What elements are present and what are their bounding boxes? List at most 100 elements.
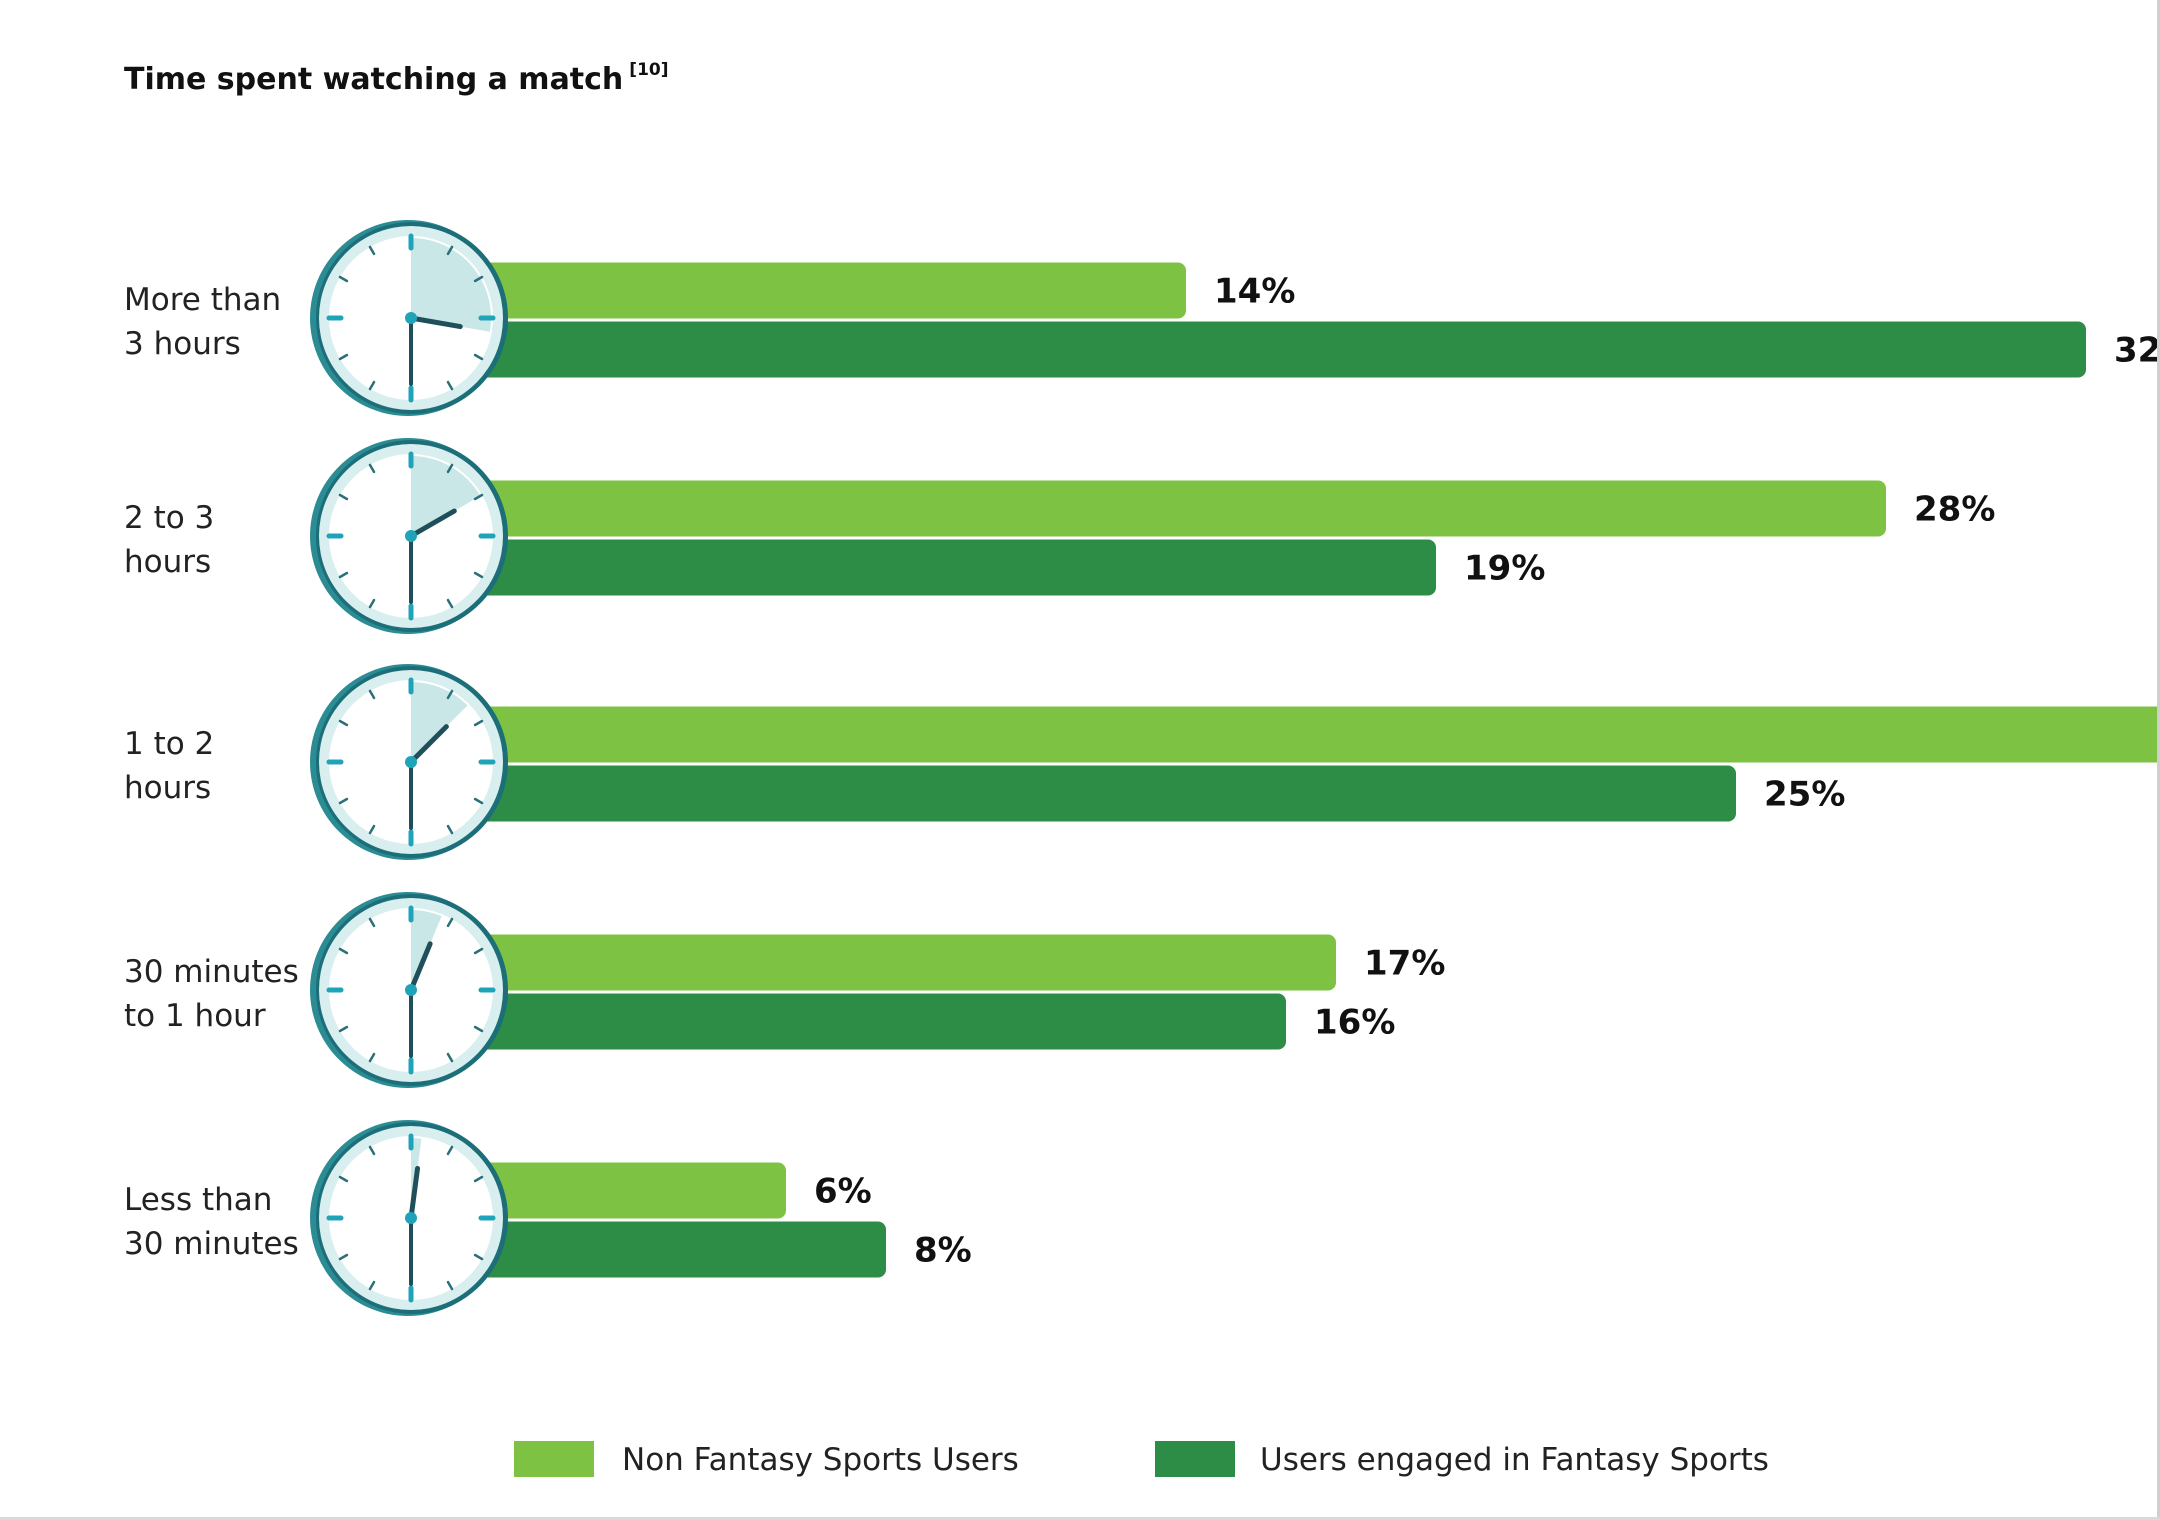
- clock-tick: [368, 824, 376, 835]
- category-label: Less than: [124, 1182, 272, 1218]
- value-label-fantasy: 25%: [1764, 775, 1845, 815]
- value-label-fantasy: 32%: [2114, 331, 2160, 371]
- clock-tick: [473, 493, 484, 501]
- category-label: 30 minutes: [124, 954, 299, 990]
- right-border: [2157, 0, 2160, 1520]
- clock-tick: [446, 917, 454, 928]
- value-label-non-fantasy: 6%: [814, 1172, 872, 1212]
- clock-icon: [310, 438, 508, 634]
- value-label-fantasy: 16%: [1314, 1003, 1395, 1043]
- bar-fantasy: [466, 539, 1436, 596]
- clock-icon: [310, 220, 508, 416]
- category-label: hours: [124, 544, 211, 580]
- clock-tick: [446, 1280, 454, 1291]
- clock-tick: [368, 1052, 376, 1063]
- clock-elapsed-wedge: [411, 456, 481, 536]
- category-label: to 1 hour: [124, 998, 266, 1034]
- clock-center: [405, 530, 417, 542]
- clock-center: [405, 984, 417, 996]
- legend-swatch-fantasy: [1155, 1441, 1235, 1477]
- chart-rows: More than 3 hours 14% 32% 2 to 3 hours 28% 19% 1…: [124, 220, 2160, 1316]
- clock-tick: [338, 275, 349, 283]
- clock-tick: [368, 245, 376, 256]
- category-label: 30 minutes: [124, 1226, 299, 1262]
- category-row: 1 to 2hours35%25%: [124, 664, 2160, 860]
- clock-icon: [310, 892, 508, 1088]
- category-label: 2 to 3: [124, 500, 214, 536]
- clock-tick: [473, 797, 484, 805]
- clock-tick: [446, 824, 454, 835]
- category-row: Less than 30 minutes 6% 8%: [124, 1120, 972, 1316]
- bar-non-fantasy: [466, 934, 1336, 991]
- clock-tick: [446, 598, 454, 609]
- legend-swatch-non-fantasy: [514, 1441, 594, 1477]
- clock-tick: [473, 947, 484, 955]
- clock-tick: [368, 1145, 376, 1156]
- category-row: 30 minutes to 1 hour 17% 16%: [124, 892, 1445, 1088]
- clock-icon: [310, 1120, 508, 1316]
- clock-tick: [338, 493, 349, 501]
- clock-tick: [473, 1025, 484, 1033]
- clock-tick: [338, 719, 349, 727]
- clock-tick: [473, 571, 484, 579]
- category-label: More than: [124, 282, 281, 318]
- clock-elapsed-wedge: [411, 238, 491, 332]
- bar-non-fantasy: [466, 262, 1186, 319]
- bar-fantasy: [466, 321, 2086, 378]
- clock-tick: [368, 598, 376, 609]
- clock-tick: [473, 719, 484, 727]
- value-label-non-fantasy: 14%: [1214, 272, 1295, 312]
- clock-tick: [446, 245, 454, 256]
- clock-icon: [310, 664, 508, 860]
- category-row: 2 to 3 hours 28% 19%: [124, 438, 1995, 634]
- clock-hour-hand: [408, 508, 457, 539]
- chart-title-text: Time spent watching a match: [124, 62, 624, 97]
- clock-center: [405, 1212, 417, 1224]
- clock-center: [405, 756, 417, 768]
- clock-tick: [338, 1253, 349, 1261]
- clock-tick: [368, 1280, 376, 1291]
- clock-hour-hand: [408, 315, 463, 330]
- category-label: hours: [124, 770, 211, 806]
- clock-hour-hand: [408, 724, 449, 765]
- clock-tick: [446, 689, 454, 700]
- bar-fantasy: [466, 765, 1736, 822]
- bottom-border: [0, 1517, 2160, 1520]
- clock-tick: [368, 463, 376, 474]
- chart-legend: Non Fantasy Sports Users Users engaged in…: [514, 1441, 1769, 1478]
- clock-tick: [473, 275, 484, 283]
- bar-fantasy: [466, 1221, 886, 1278]
- legend-label-non-fantasy: Non Fantasy Sports Users: [622, 1442, 1019, 1478]
- clock-tick: [446, 1052, 454, 1063]
- value-label-fantasy: 8%: [914, 1231, 972, 1271]
- clock-tick: [338, 797, 349, 805]
- clock-tick: [446, 1145, 454, 1156]
- category-label: 3 hours: [124, 326, 241, 362]
- category-row: More than 3 hours 14% 32%: [124, 220, 2160, 416]
- clock-tick: [446, 380, 454, 391]
- clock-elapsed-wedge: [411, 681, 468, 762]
- clock-tick: [368, 917, 376, 928]
- clock-tick: [338, 353, 349, 361]
- clock-tick: [446, 463, 454, 474]
- clock-tick: [473, 353, 484, 361]
- value-label-non-fantasy: 28%: [1914, 490, 1995, 530]
- bar-fantasy: [466, 993, 1286, 1050]
- legend-label-fantasy: Users engaged in Fantasy Sports: [1260, 1442, 1769, 1478]
- clock-center: [405, 312, 417, 324]
- clock-tick: [473, 1253, 484, 1261]
- clock-tick: [338, 947, 349, 955]
- clock-hour-hand: [408, 1165, 421, 1221]
- clock-tick: [338, 1175, 349, 1183]
- clock-tick: [368, 380, 376, 391]
- bar-non-fantasy: [466, 480, 1886, 537]
- clock-tick: [338, 1025, 349, 1033]
- chart-title: Time spent watching a match [10]: [124, 60, 669, 97]
- clock-tick: [368, 689, 376, 700]
- chart-title-reference: [10]: [629, 60, 669, 80]
- clock-tick: [338, 571, 349, 579]
- clock-hour-hand: [408, 941, 433, 993]
- value-label-non-fantasy: 17%: [1364, 944, 1445, 984]
- clock-tick: [473, 1175, 484, 1183]
